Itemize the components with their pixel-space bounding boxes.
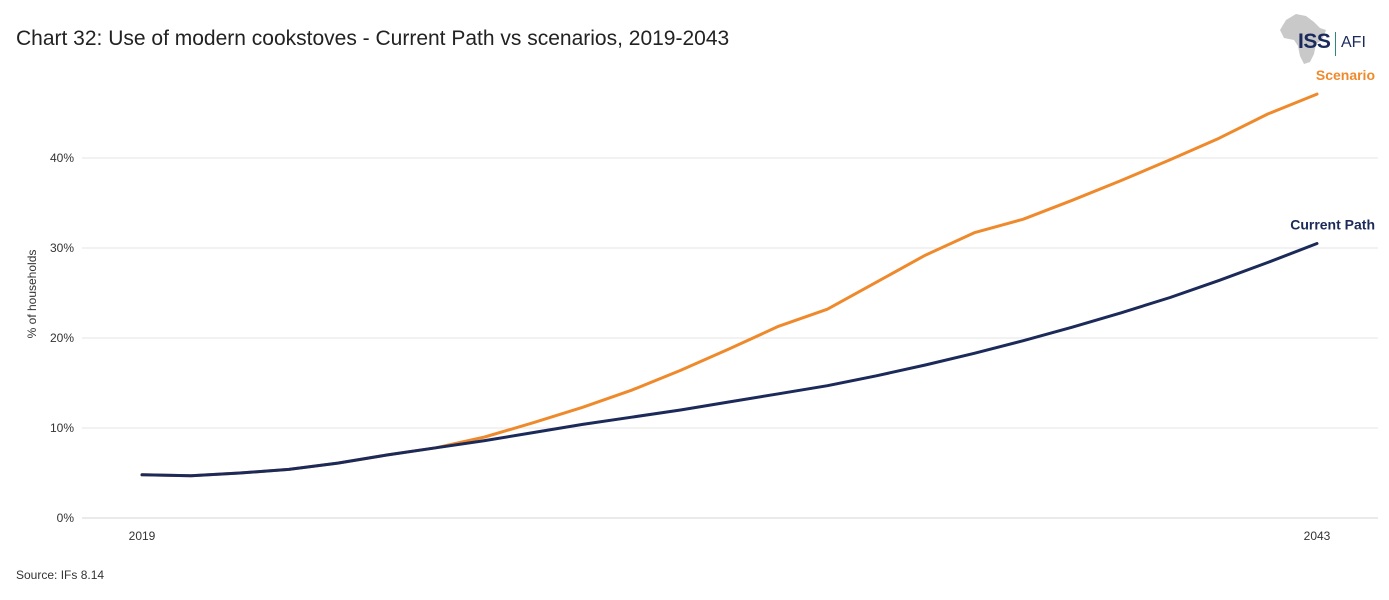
chart-title: Chart 32: Use of modern cookstoves - Cur…	[16, 27, 730, 50]
gridlines	[82, 157, 1378, 519]
series-label: Current Path	[1290, 217, 1375, 233]
iss-africa-futures-logo: ISS AFI	[1276, 12, 1376, 68]
y-tick-label: 40%	[50, 151, 74, 165]
series-line-scenario	[140, 92, 1319, 478]
y-tick-label: 10%	[50, 421, 74, 435]
series-line-current-path	[140, 242, 1319, 478]
logo-divider	[1335, 32, 1336, 56]
y-axis-label: % of households	[25, 250, 39, 339]
africa-map-icon	[1280, 14, 1326, 64]
y-tick-label: 30%	[50, 241, 74, 255]
y-tick-label: 0%	[57, 511, 75, 525]
series-label: Scenario	[1316, 67, 1375, 83]
x-tick-label: 2019	[129, 529, 156, 543]
series-lines	[140, 92, 1319, 478]
series-labels: Scenario Current Path	[1290, 67, 1375, 232]
y-tick-label: 20%	[50, 331, 74, 345]
y-axis-ticks: 0% 10% 20% 30% 40%	[50, 151, 74, 525]
x-tick-label: 2043	[1304, 529, 1331, 543]
logo-iss-text: ISS	[1298, 30, 1331, 53]
logo-afi-text: AFI	[1341, 34, 1366, 51]
source-note: Source: IFs 8.14	[16, 568, 105, 582]
x-axis-ticks: 2019 2043	[129, 529, 1331, 543]
